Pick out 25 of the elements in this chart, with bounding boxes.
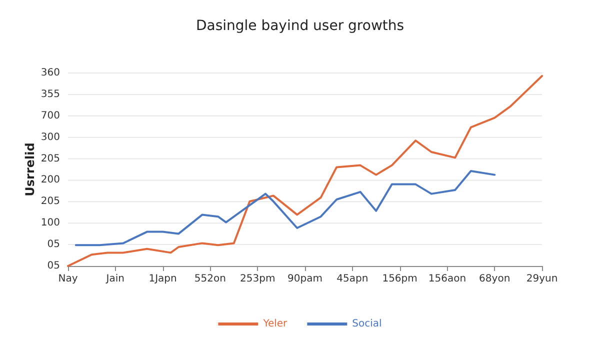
x-tick-label: 253pm <box>240 274 276 284</box>
x-tick-label: 90pam <box>288 274 322 284</box>
y-axis-title: Usrrelid <box>23 142 37 196</box>
x-tick-label: 68yon <box>479 274 510 284</box>
x-tick-label: Nay <box>58 274 78 284</box>
text: 05 <box>47 239 60 250</box>
x-tick-label: Jain <box>105 274 124 284</box>
text: 200 <box>40 174 60 186</box>
x-tick-label: 1Japn <box>148 274 177 284</box>
legend-label: Yeler <box>262 318 288 330</box>
text: 300 <box>40 132 60 143</box>
text: 205 <box>40 153 60 164</box>
x-tick-label: 45apn <box>336 274 368 284</box>
x-tick-label: 156aon <box>428 274 466 284</box>
legend-label: Social <box>352 318 382 330</box>
text: 205 <box>40 196 60 208</box>
x-tick-label: 29yun <box>526 274 558 284</box>
x-tick-label: 156pm <box>382 274 418 284</box>
text: 100 <box>40 218 60 229</box>
text: 355 <box>40 88 60 100</box>
text: 700 <box>40 110 60 122</box>
chart-title: Dasingle bayind user growths <box>196 18 404 34</box>
x-tick-label: 552on <box>194 274 226 284</box>
text: 05 <box>47 260 60 272</box>
text: 360 <box>40 68 60 78</box>
